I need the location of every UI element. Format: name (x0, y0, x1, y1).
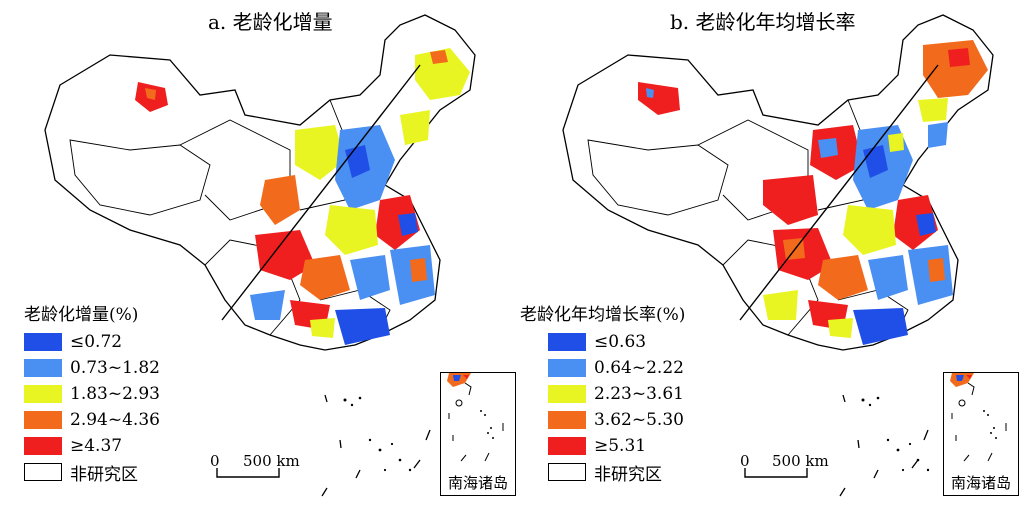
legend-item: 0.73~1.82 (24, 355, 160, 381)
map-panel-a: a. 老龄化增量 老龄化增量(%) ≤0.72 0.73~1.82 1.83~2… (24, 10, 516, 497)
panel-title: a. 老龄化增量 (208, 10, 333, 34)
legend-label: ≥5.31 (594, 436, 647, 456)
legend-swatch (24, 333, 62, 351)
legend-label: ≤0.72 (70, 332, 123, 352)
legend-item: 非研究区 (548, 459, 685, 485)
legend-item: 2.94~4.36 (24, 407, 160, 433)
non-study-label: 非研究区 (594, 464, 662, 485)
inset-map (950, 373, 1007, 462)
legend-swatch (24, 385, 62, 403)
china-map-b (562, 14, 994, 497)
legend-item: 3.62~5.30 (548, 407, 685, 433)
legend-label: 1.83~2.93 (70, 384, 160, 404)
scale-zero: 0 (210, 452, 220, 470)
legend-swatch-empty (548, 463, 586, 481)
scale-label: 500 km (772, 452, 829, 470)
legend-item: 2.23~3.61 (548, 381, 685, 407)
scale-label: 500 km (243, 452, 300, 470)
legend-label: 0.73~1.82 (70, 358, 160, 378)
legend-title: 老龄化年均增长率(%) (520, 305, 686, 325)
legend-item: ≥4.37 (24, 433, 160, 459)
legend-title: 老龄化增量(%) (24, 305, 139, 325)
map-panel-b: b. 老龄化年均增长率 老龄化年均增长率(%) ≤0.63 0.64~2.22 … (518, 0, 1036, 510)
legend-label: ≤0.63 (594, 332, 647, 352)
south-china-sea-inset: 南海诸岛 (943, 372, 1019, 496)
legend-swatch-empty (24, 463, 62, 481)
legend-swatch (548, 385, 586, 403)
inset-label: 南海诸岛 (950, 474, 1011, 492)
non-study-label: 非研究区 (70, 464, 138, 485)
panel-title: b. 老龄化年均增长率 (670, 10, 856, 34)
legend-item: ≥5.31 (548, 433, 685, 459)
south-china-sea-inset: 南海诸岛 (440, 372, 516, 496)
legend-item: 非研究区 (24, 459, 160, 485)
china-map-a (44, 14, 476, 497)
inset-label: 南海诸岛 (447, 474, 508, 492)
legend-label: 0.64~2.22 (594, 358, 684, 378)
scale-bar-a (216, 468, 280, 478)
legend-item: 0.64~2.22 (548, 355, 685, 381)
legend-swatch (548, 333, 586, 351)
legend-label: 2.94~4.36 (70, 410, 160, 430)
legend-item: ≤0.63 (548, 329, 685, 355)
legend-swatch (24, 359, 62, 377)
legend-item: 1.83~2.93 (24, 381, 160, 407)
legend: 老龄化增量(%) ≤0.72 0.73~1.82 1.83~2.93 2.94~… (24, 300, 160, 485)
legend-item: ≤0.72 (24, 329, 160, 355)
scale-zero: 0 (740, 452, 750, 470)
legend-label: 3.62~5.30 (594, 410, 684, 430)
scale-bar-b (744, 468, 808, 478)
legend-swatch (548, 411, 586, 429)
legend: 老龄化年均增长率(%) ≤0.63 0.64~2.22 2.23~3.61 3.… (520, 300, 685, 485)
legend-swatch (24, 437, 62, 455)
legend-label: ≥4.37 (70, 436, 123, 456)
legend-label: 2.23~3.61 (594, 384, 684, 404)
legend-swatch (548, 359, 586, 377)
legend-swatch (548, 437, 586, 455)
legend-swatch (24, 411, 62, 429)
inset-map (447, 373, 504, 462)
